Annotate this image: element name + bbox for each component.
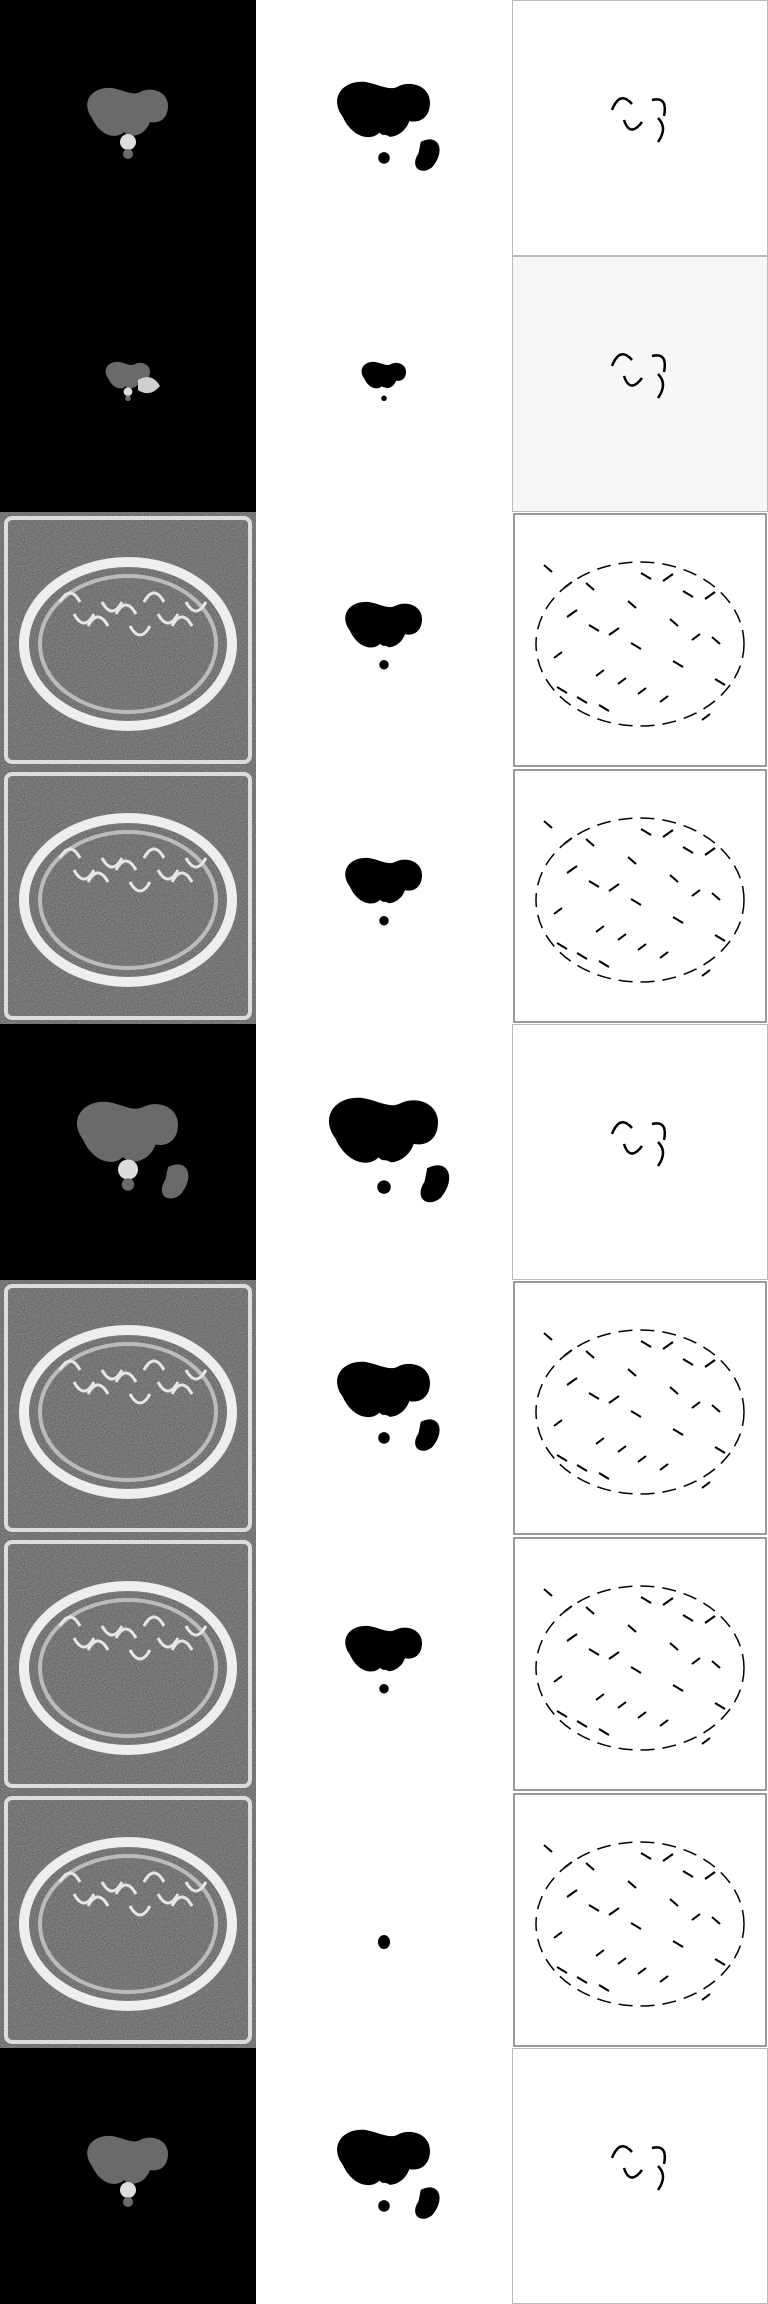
tile-r3-mask	[256, 768, 512, 1024]
tile-r5-edges	[512, 1280, 768, 1536]
tile-r7-edges	[512, 1792, 768, 2048]
tile-r1-edges	[512, 256, 768, 512]
mask-image	[256, 768, 512, 1024]
mask-image	[256, 1280, 512, 1536]
edges-image	[512, 768, 768, 1024]
input-image	[0, 1792, 256, 2048]
tile-r8-mask	[256, 2048, 512, 2304]
mask-image	[256, 0, 512, 256]
tile-r4-mask	[256, 1024, 512, 1280]
tile-r2-input	[0, 512, 256, 768]
edges-image	[512, 256, 768, 512]
edges-image	[512, 1792, 768, 2048]
tile-r1-input	[0, 256, 256, 512]
tile-r1-mask	[256, 256, 512, 512]
tile-r7-mask	[256, 1792, 512, 2048]
tile-r4-input	[0, 1024, 256, 1280]
edges-image	[512, 1024, 768, 1280]
input-image	[0, 0, 256, 256]
mask-image	[256, 1536, 512, 1792]
input-image	[0, 1024, 256, 1280]
edges-image	[512, 1280, 768, 1536]
edges-image	[512, 2048, 768, 2304]
tile-r6-input	[0, 1536, 256, 1792]
tile-r8-edges	[512, 2048, 768, 2304]
input-image	[0, 2048, 256, 2304]
tile-r3-input	[0, 768, 256, 1024]
input-image	[0, 1536, 256, 1792]
tile-r5-input	[0, 1280, 256, 1536]
tile-r2-edges	[512, 512, 768, 768]
edges-image	[512, 0, 768, 256]
input-image	[0, 1280, 256, 1536]
tile-r5-mask	[256, 1280, 512, 1536]
tile-r8-input	[0, 2048, 256, 2304]
tile-r6-mask	[256, 1536, 512, 1792]
tile-r6-edges	[512, 1536, 768, 1792]
edges-image	[512, 1536, 768, 1792]
mask-image	[256, 512, 512, 768]
tile-r4-edges	[512, 1024, 768, 1280]
edges-image	[512, 512, 768, 768]
input-image	[0, 256, 256, 512]
mask-image	[256, 256, 512, 512]
tile-r0-input	[0, 0, 256, 256]
input-image	[0, 512, 256, 768]
input-image	[0, 768, 256, 1024]
tile-r2-mask	[256, 512, 512, 768]
tile-r7-input	[0, 1792, 256, 2048]
mask-image	[256, 1024, 512, 1280]
tile-r0-mask	[256, 0, 512, 256]
tile-r3-edges	[512, 768, 768, 1024]
mask-image	[256, 1792, 512, 2048]
mask-image	[256, 2048, 512, 2304]
tile-r0-edges	[512, 0, 768, 256]
